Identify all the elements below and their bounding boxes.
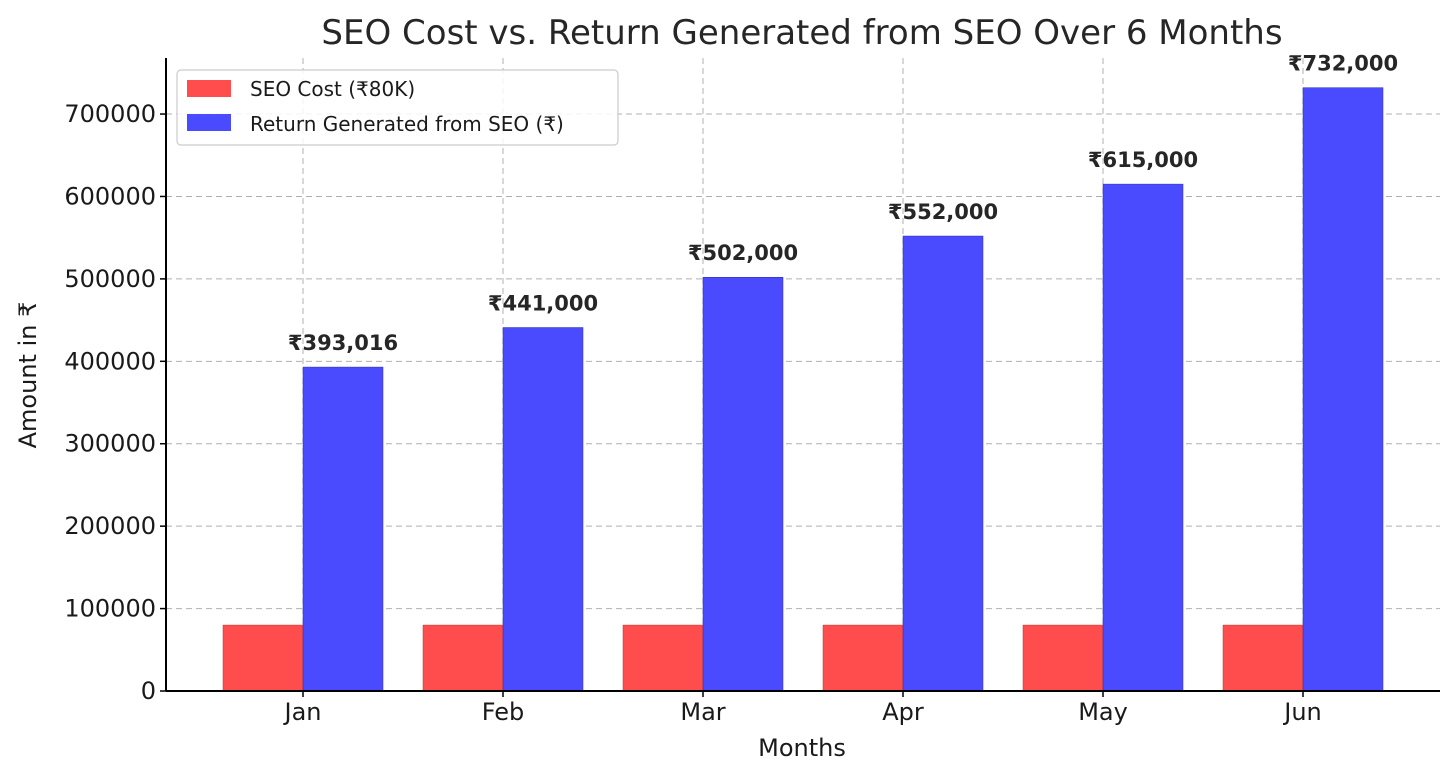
y-tick-label: 400000 bbox=[64, 347, 156, 375]
data-label-return: ₹732,000 bbox=[1288, 52, 1398, 76]
x-tick-label: Jun bbox=[1282, 698, 1322, 726]
bar-seo-cost bbox=[1222, 624, 1304, 692]
y-tick-label: 100000 bbox=[64, 595, 156, 623]
bars bbox=[222, 87, 1384, 692]
x-tick-label: May bbox=[1078, 698, 1128, 726]
data-label-return: ₹393,016 bbox=[288, 331, 398, 355]
bar-return bbox=[502, 327, 584, 692]
legend-label-return: Return Generated from SEO (₹) bbox=[250, 112, 564, 136]
y-tick-label: 300000 bbox=[64, 430, 156, 458]
data-label-return: ₹615,000 bbox=[1088, 148, 1198, 172]
y-ticks: 0 100000 200000 300000 400000 500000 600000 700… bbox=[64, 100, 166, 705]
y-tick-label: 200000 bbox=[64, 512, 156, 540]
y-tick-label: 600000 bbox=[64, 182, 156, 210]
bar-seo-cost bbox=[822, 624, 904, 692]
legend: SEO Cost (₹80K) Return Generated from SE… bbox=[176, 69, 619, 146]
bar-seo-cost bbox=[622, 624, 704, 692]
y-tick-label: 700000 bbox=[64, 100, 156, 128]
chart-title: SEO Cost vs. Return Generated from SEO O… bbox=[321, 13, 1282, 53]
data-label-return: ₹502,000 bbox=[688, 241, 798, 265]
bar-seo-cost bbox=[1022, 624, 1104, 692]
y-tick-label: 500000 bbox=[64, 265, 156, 293]
x-ticks: Jan Feb Mar Apr May Jun bbox=[283, 691, 1322, 726]
legend-box bbox=[176, 69, 619, 146]
x-tick-label: Feb bbox=[482, 698, 525, 726]
y-axis-title: Amount in ₹ bbox=[14, 302, 42, 449]
bar-return bbox=[1102, 183, 1184, 692]
data-label-return: ₹441,000 bbox=[488, 292, 598, 316]
bar-return bbox=[1302, 87, 1384, 692]
bar-seo-cost bbox=[222, 624, 304, 692]
bar-seo-cost bbox=[422, 624, 504, 692]
y-tick-label: 0 bbox=[141, 677, 156, 705]
x-tick-label: Mar bbox=[680, 698, 725, 726]
axes bbox=[165, 58, 1440, 692]
legend-swatch-seo-cost bbox=[187, 80, 231, 97]
data-label-return: ₹552,000 bbox=[888, 200, 998, 224]
x-tick-label: Jan bbox=[283, 698, 322, 726]
bar-return bbox=[702, 276, 784, 692]
x-axis-title: Months bbox=[758, 734, 846, 762]
bar-return bbox=[902, 235, 984, 692]
x-tick-label: Apr bbox=[882, 698, 924, 726]
data-labels: ₹393,016 ₹441,000 ₹502,000 ₹552,000 ₹615,000… bbox=[288, 52, 1398, 355]
legend-label-seo-cost: SEO Cost (₹80K) bbox=[250, 77, 415, 101]
legend-swatch-return bbox=[187, 114, 231, 131]
bar-return bbox=[302, 366, 384, 692]
